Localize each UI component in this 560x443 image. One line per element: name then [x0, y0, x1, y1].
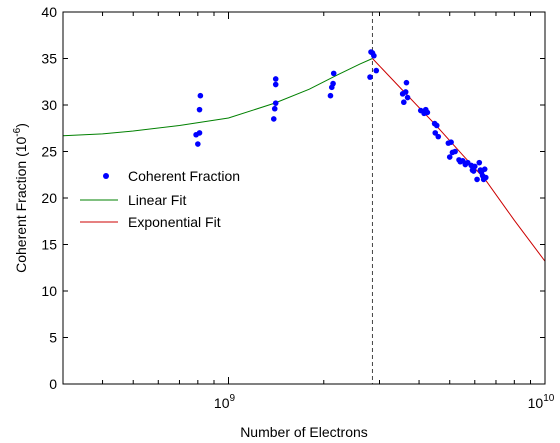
x-tick-label-exponent: 9	[230, 393, 236, 404]
x-tick-label: 1010	[528, 393, 555, 411]
data-point	[330, 80, 336, 87]
y-tick-label: 30	[41, 97, 57, 113]
data-point	[330, 70, 337, 77]
data-point	[474, 176, 480, 183]
data-point	[272, 100, 279, 106]
y-tick-label: 25	[41, 144, 57, 160]
data-point	[471, 163, 478, 170]
x-tick-label-base: 10	[528, 395, 544, 411]
data-point	[271, 105, 278, 112]
y-tick-label: 15	[41, 237, 57, 253]
data-point	[401, 99, 407, 106]
data-point	[327, 92, 334, 99]
data-point	[403, 79, 410, 86]
data-point	[404, 94, 411, 101]
series-line-exponential-fit	[372, 58, 546, 262]
plot-frame	[62, 11, 546, 385]
data-point	[270, 116, 277, 122]
data-point	[272, 81, 279, 88]
y-tick-label: 35	[41, 51, 57, 67]
legend: Coherent Fraction Linear Fit Exponential…	[80, 168, 240, 230]
x-tick-label-base: 10	[214, 395, 230, 411]
y-tick-label: 10	[41, 283, 57, 299]
series-line-linear-fit	[62, 58, 373, 137]
data-point	[433, 122, 440, 129]
y-tick-label: 20	[41, 190, 57, 206]
data-point	[482, 174, 489, 181]
data-point	[452, 148, 458, 155]
data-point	[197, 92, 204, 99]
x-axis-label: Number of Electrons	[240, 424, 368, 440]
y-tick-label: 0	[49, 376, 57, 392]
data-point	[196, 106, 203, 113]
data-point	[402, 89, 409, 95]
data-point	[476, 159, 483, 166]
y-axis-label-close: )	[13, 123, 29, 128]
y-axis-label-text: Coherent Fraction (10	[13, 136, 29, 272]
data-point	[424, 109, 431, 116]
y-axis-label-exponent: -6	[12, 127, 23, 136]
data-point	[435, 133, 442, 140]
data-point	[373, 67, 380, 74]
legend-marker-coherent-fraction	[103, 173, 109, 179]
x-tick-label-exponent: 10	[543, 393, 555, 404]
plot-background	[63, 12, 545, 384]
legend-label-linear-fit: Linear Fit	[128, 192, 186, 208]
data-point	[432, 130, 439, 136]
legend-label-exponential-fit: Exponential Fit	[128, 214, 221, 230]
data-point	[470, 168, 477, 174]
legend-label-coherent-fraction: Coherent Fraction	[128, 168, 240, 184]
data-point	[448, 139, 454, 145]
y-axis-label: Coherent Fraction (10-6)	[12, 123, 29, 273]
x-tick-label: 109	[214, 393, 236, 411]
data-point	[481, 166, 488, 172]
y-tick-label: 40	[41, 4, 57, 20]
data-point	[446, 154, 453, 160]
data-point	[371, 52, 377, 59]
y-tick-label: 5	[49, 330, 57, 346]
data-point	[195, 141, 201, 147]
data-point	[272, 76, 279, 82]
series-layer	[62, 12, 546, 384]
data-point	[367, 74, 373, 80]
data-point	[196, 130, 203, 136]
